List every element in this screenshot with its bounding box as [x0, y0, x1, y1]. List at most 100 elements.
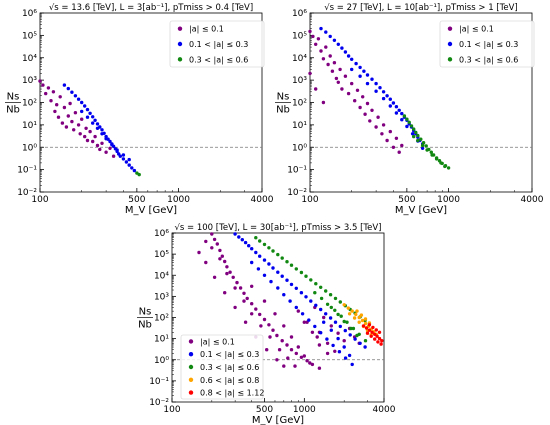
y-tick-label: 10⁴ [22, 54, 37, 64]
data-point [197, 250, 201, 255]
legend-marker [177, 41, 183, 47]
legend-marker [188, 352, 194, 357]
y-axis-label: Ns [277, 92, 290, 103]
data-point [262, 258, 267, 262]
data-point [254, 250, 258, 255]
data-point [104, 137, 108, 141]
data-point [64, 125, 69, 129]
data-point [358, 105, 362, 110]
data-point [85, 107, 90, 112]
data-point [338, 300, 342, 304]
data-point [319, 285, 323, 289]
legend-entry: 0.3 < |a| ≤ 0.6 [459, 55, 518, 64]
data-point [70, 90, 74, 94]
data-point [394, 111, 399, 115]
data-point [397, 108, 401, 113]
data-point [362, 69, 366, 73]
data-point [132, 168, 137, 173]
legend-marker [177, 26, 183, 31]
data-point [324, 289, 328, 293]
data-point [350, 81, 354, 86]
y-tick-label: 10⁶ [154, 229, 169, 239]
legend-entry: 0.1 < |a| ≤ 0.3 [459, 40, 518, 49]
data-point [62, 105, 67, 110]
data-point [394, 136, 399, 140]
data-point [289, 335, 294, 339]
data-point [88, 129, 92, 134]
data-point [237, 235, 241, 239]
x-tick-label: 100 [163, 405, 180, 415]
data-point [225, 265, 229, 269]
data-point [41, 83, 45, 87]
data-point [407, 120, 411, 125]
data-point [376, 115, 380, 119]
data-point [273, 312, 277, 316]
data-point [95, 126, 100, 130]
data-point [333, 320, 338, 324]
data-point [276, 270, 280, 274]
data-point [204, 260, 208, 265]
y-axis-label: Ns [7, 92, 20, 103]
data-point [353, 337, 357, 341]
data-point [381, 123, 386, 127]
data-point [121, 157, 126, 161]
data-point [280, 274, 284, 278]
data-point [329, 305, 333, 310]
y-tick-label: 10⁴ [154, 271, 169, 281]
data-point [276, 252, 280, 257]
data-point [329, 324, 333, 328]
y-tick-label: 10³ [154, 292, 169, 302]
x-tick-label: 1000 [437, 195, 460, 205]
data-point [91, 121, 95, 125]
data-point [328, 316, 333, 320]
data-point [416, 138, 420, 143]
data-point [80, 109, 84, 114]
legend-entry: |a| ≤ 0.1 [200, 337, 235, 346]
data-point [127, 157, 131, 162]
data-point [343, 328, 347, 333]
data-point [271, 266, 275, 270]
data-point [262, 299, 267, 303]
data-point [319, 296, 324, 301]
data-point [313, 324, 317, 329]
data-point [276, 286, 280, 290]
data-point [212, 237, 217, 242]
data-point [363, 321, 368, 326]
data-point [357, 320, 361, 324]
data-point [337, 350, 342, 354]
data-point [369, 334, 373, 338]
data-point [340, 46, 344, 50]
data-point [346, 91, 351, 96]
data-point [409, 124, 414, 128]
data-point [38, 79, 42, 83]
data-point [104, 150, 108, 154]
data-point [400, 111, 404, 116]
data-point [218, 248, 222, 253]
data-point [269, 279, 273, 284]
data-point [317, 343, 322, 347]
data-point [388, 129, 392, 134]
data-point [319, 26, 323, 31]
data-point [358, 341, 362, 345]
y-tick-label: 10⁶ [22, 9, 37, 19]
data-point [49, 99, 53, 103]
data-point [250, 247, 254, 251]
data-point [233, 286, 237, 290]
legend-marker [188, 364, 194, 370]
data-point [293, 364, 297, 368]
legend-marker [188, 377, 194, 382]
data-point [73, 94, 78, 98]
data-point [363, 345, 367, 349]
x-tick-label: 4000 [521, 195, 544, 205]
data-point [391, 101, 396, 105]
data-point [348, 333, 352, 337]
data-point [76, 97, 81, 101]
data-point [315, 335, 319, 339]
legend-marker [188, 339, 194, 344]
y-axis-label-denominator: Nb [276, 105, 290, 116]
data-point [351, 326, 356, 331]
data-point [412, 134, 416, 139]
x-tick-label: 100 [31, 195, 48, 205]
y-tick-label: 10⁴ [292, 54, 307, 64]
